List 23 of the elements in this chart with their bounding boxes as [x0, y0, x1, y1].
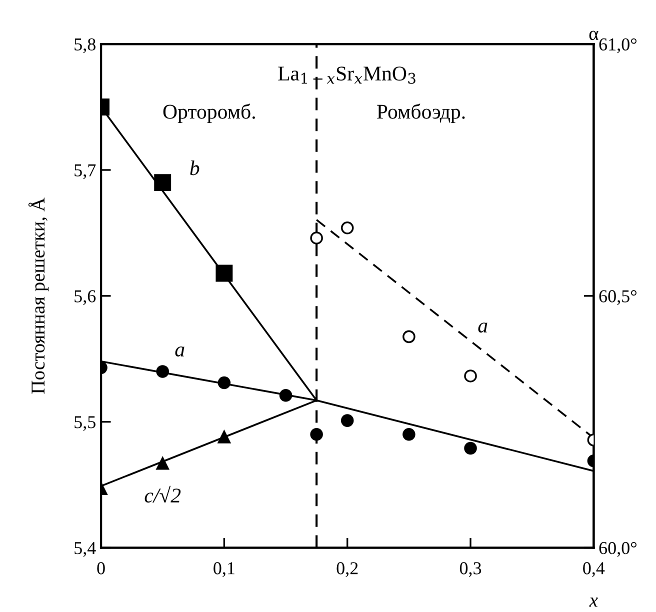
y-tick-label: 5,8 [74, 38, 96, 54]
x-tick-label: 0 [97, 562, 105, 574]
annotation: Ромбоэдр. [377, 104, 465, 123]
annotation: Орторомб. [163, 104, 255, 123]
annotation: a [175, 346, 184, 357]
y2-axis-title: α [589, 30, 598, 40]
x-tick-label: 0,1 [214, 562, 234, 577]
x-tick-label: 0,4 [583, 562, 605, 577]
y2-tick-label: 60,5° [599, 290, 636, 305]
annotation: a [478, 322, 488, 333]
y-tick-label: 5,6 [74, 290, 96, 305]
y-tick-label: 5,4 [74, 542, 96, 557]
annotation: La$_{1−x}$Sr$_{x}$MnO$_{3}$ [278, 66, 416, 84]
annotation: b [190, 160, 200, 176]
y-tick-label: 5,5 [74, 416, 96, 431]
y-tick-label: 5,7 [74, 164, 96, 180]
y2-tick-label: 61,0° [599, 38, 636, 54]
x-tick-label: 0,3 [460, 562, 482, 577]
y2-tick-label: 60,0° [599, 542, 636, 557]
x-axis-title: x [589, 598, 598, 607]
x-tick-label: 0,2 [336, 562, 358, 577]
y-axis-title: Постоянная решетки, Å [28, 198, 49, 394]
annotation: c/√2 [144, 486, 181, 503]
